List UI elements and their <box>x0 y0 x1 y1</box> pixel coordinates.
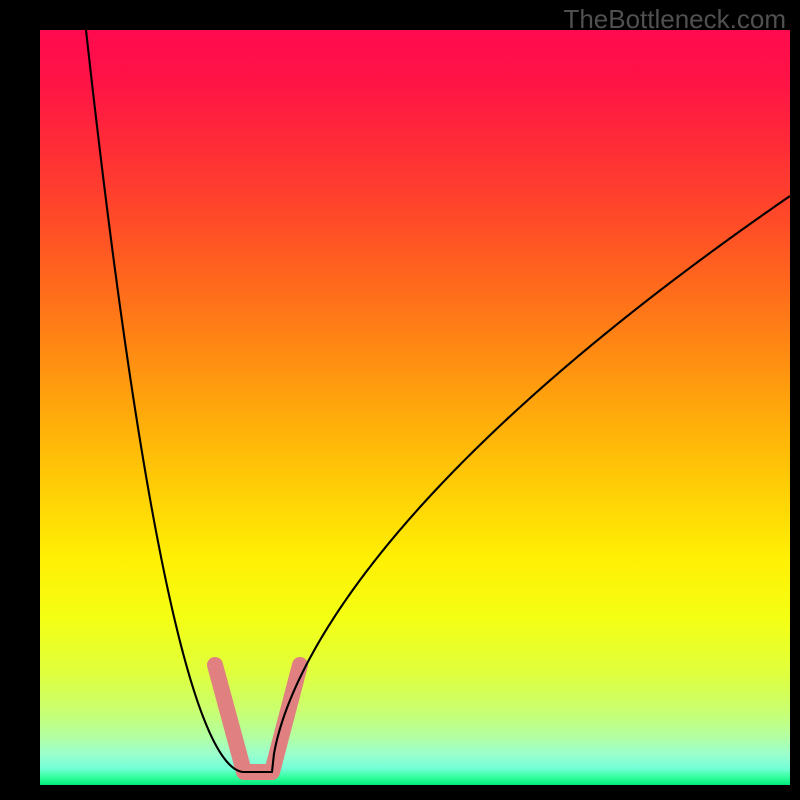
stage: TheBottleneck.com <box>0 0 800 800</box>
gradient-background <box>40 30 790 785</box>
plot-svg <box>0 0 800 800</box>
